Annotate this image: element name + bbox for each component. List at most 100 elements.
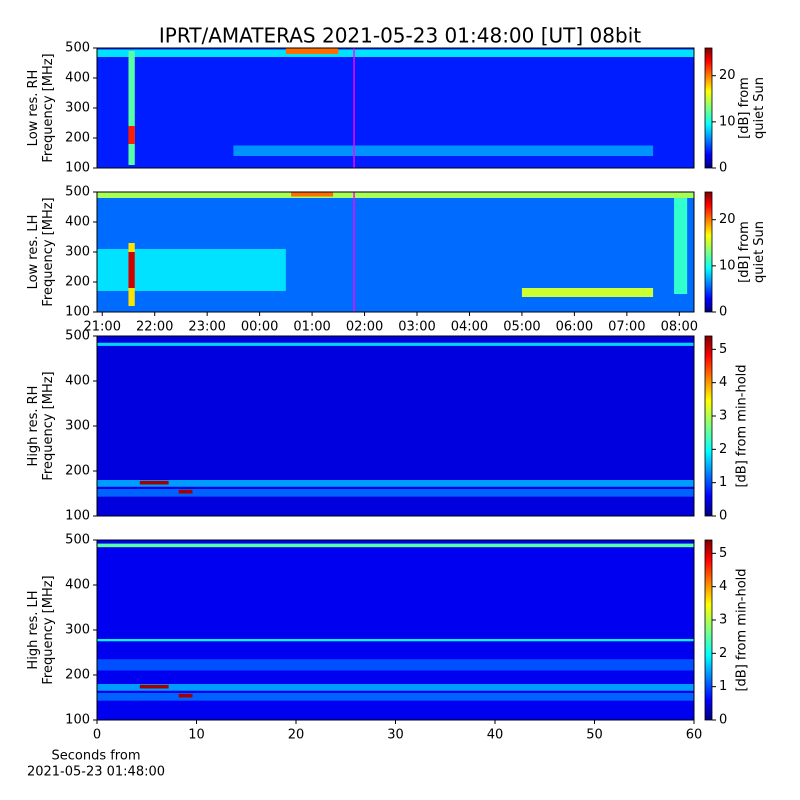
y-axis-label: Frequency [MHz] <box>41 53 56 162</box>
y-tick-label: 200 <box>65 275 90 290</box>
heatmap-cell <box>97 342 694 346</box>
colorbar-tick-label: 2 <box>719 442 727 457</box>
x-tick-label: 23:00 <box>188 320 225 335</box>
x-tick-label: 30 <box>387 728 404 743</box>
colorbar-tick-label: 3 <box>719 613 727 628</box>
chart-title: IPRT/AMATERAS 2021-05-23 01:48:00 [UT] 0… <box>159 24 641 48</box>
colorbar-tick-label: 1 <box>719 475 727 490</box>
y-tick-label: 400 <box>65 215 90 230</box>
colorbar-label: quiet Sun <box>752 221 767 283</box>
y-tick-label: 300 <box>65 419 90 434</box>
colorbar-tick-label: 3 <box>719 409 727 424</box>
y-tick-label: 300 <box>65 245 90 260</box>
colorbar-tick-label: 0 <box>719 713 727 728</box>
x-tick-label: 22:00 <box>136 320 173 335</box>
x-tick-label: 10 <box>188 728 205 743</box>
colorbar-label: [dB] from min-hold <box>735 568 750 691</box>
colorbar-tick-label: 0 <box>719 161 727 176</box>
y-axis-label: Frequency [MHz] <box>41 575 56 684</box>
y-tick-label: 500 <box>65 41 90 56</box>
heatmap-cell <box>674 198 688 294</box>
x-tick-label: 60 <box>686 728 703 743</box>
x-tick-label: 0 <box>93 728 101 743</box>
colorbar-tick-label: 4 <box>719 579 727 594</box>
heatmap-cell <box>285 48 339 54</box>
colorbar-tick-label: 1 <box>719 679 727 694</box>
x-tick-label: 02:00 <box>346 320 383 335</box>
heatmap-cell <box>97 489 694 497</box>
heatmap-cell <box>97 684 694 691</box>
colorbar-label: [dB] from <box>737 77 752 139</box>
heatmap-cell <box>97 543 694 548</box>
heatmap-cell <box>97 49 694 57</box>
colorbar-tick-label: 0 <box>719 305 727 320</box>
heatmap-cell <box>233 145 654 156</box>
y-axis-label: Frequency [MHz] <box>41 197 56 306</box>
y-tick-label: 500 <box>65 329 90 344</box>
colorbar-tick-label: 0 <box>719 509 727 524</box>
x-tick-label: 06:00 <box>556 320 593 335</box>
y-tick-label: 100 <box>65 713 90 728</box>
y-tick-label: 200 <box>65 668 90 683</box>
y-axis-label: Frequency [MHz] <box>41 371 56 480</box>
x-axis-label: 2021-05-23 01:48:00 <box>27 765 165 780</box>
y-tick-label: 200 <box>65 464 90 479</box>
colorbar-label: [dB] from <box>737 221 752 283</box>
x-axis-label: Seconds from <box>51 749 140 764</box>
colorbar-tick-label: 20 <box>719 68 736 83</box>
y-tick-label: 500 <box>65 533 90 548</box>
colorbar-tick-label: 20 <box>719 212 736 227</box>
heatmap-cell <box>97 639 694 642</box>
y-tick-label: 500 <box>65 185 90 200</box>
colorbar <box>704 539 713 721</box>
heatmap-cell <box>139 480 169 485</box>
heatmap-cell <box>97 693 694 701</box>
heatmap-cell <box>128 126 135 144</box>
colorbar <box>704 47 713 169</box>
y-axis-label: Low res. LH <box>26 215 41 290</box>
y-tick-label: 400 <box>65 71 90 86</box>
x-tick-label: 04:00 <box>451 320 488 335</box>
y-tick-label: 400 <box>65 578 90 593</box>
colorbar-tick-label: 10 <box>719 114 736 129</box>
colorbar-tick-label: 10 <box>719 258 736 273</box>
heatmap-cell <box>178 693 193 698</box>
colorbar-tick-label: 5 <box>719 342 727 357</box>
x-tick-label: 03:00 <box>398 320 435 335</box>
heatmap-cell <box>97 249 286 291</box>
y-tick-label: 200 <box>65 131 90 146</box>
heatmap-cell <box>178 489 193 494</box>
x-tick-label: 21:00 <box>84 320 121 335</box>
y-tick-label: 300 <box>65 101 90 116</box>
heatmap-cell <box>291 192 334 197</box>
x-tick-label: 01:00 <box>293 320 330 335</box>
y-axis-label: Low res. RH <box>26 70 41 147</box>
heatmap-cell <box>128 51 135 165</box>
colorbar <box>704 335 713 517</box>
colorbar <box>704 191 713 313</box>
heatmap-cell <box>97 192 694 198</box>
colorbar-label: [dB] from min-hold <box>735 364 750 487</box>
y-tick-label: 100 <box>65 161 90 176</box>
y-tick-label: 400 <box>65 374 90 389</box>
colorbar-tick-label: 5 <box>719 546 727 561</box>
y-axis-label: High res. RH <box>26 386 41 467</box>
y-tick-label: 300 <box>65 623 90 638</box>
colorbar-tick-label: 4 <box>719 375 727 390</box>
heatmap-cell <box>128 252 135 288</box>
heatmap-cell <box>521 288 654 297</box>
x-tick-label: 40 <box>487 728 504 743</box>
y-tick-label: 100 <box>65 509 90 524</box>
x-tick-label: 00:00 <box>241 320 278 335</box>
heatmap-cell <box>97 480 694 487</box>
y-tick-label: 100 <box>65 305 90 320</box>
colorbar-label: quiet Sun <box>752 77 767 139</box>
x-tick-label: 50 <box>586 728 603 743</box>
x-tick-label: 05:00 <box>503 320 540 335</box>
y-axis-label: High res. LH <box>26 590 41 669</box>
x-tick-label: 07:00 <box>608 320 645 335</box>
heatmap-cell <box>97 659 694 671</box>
x-tick-label: 08:00 <box>661 320 698 335</box>
heatmap-cell <box>139 684 169 689</box>
